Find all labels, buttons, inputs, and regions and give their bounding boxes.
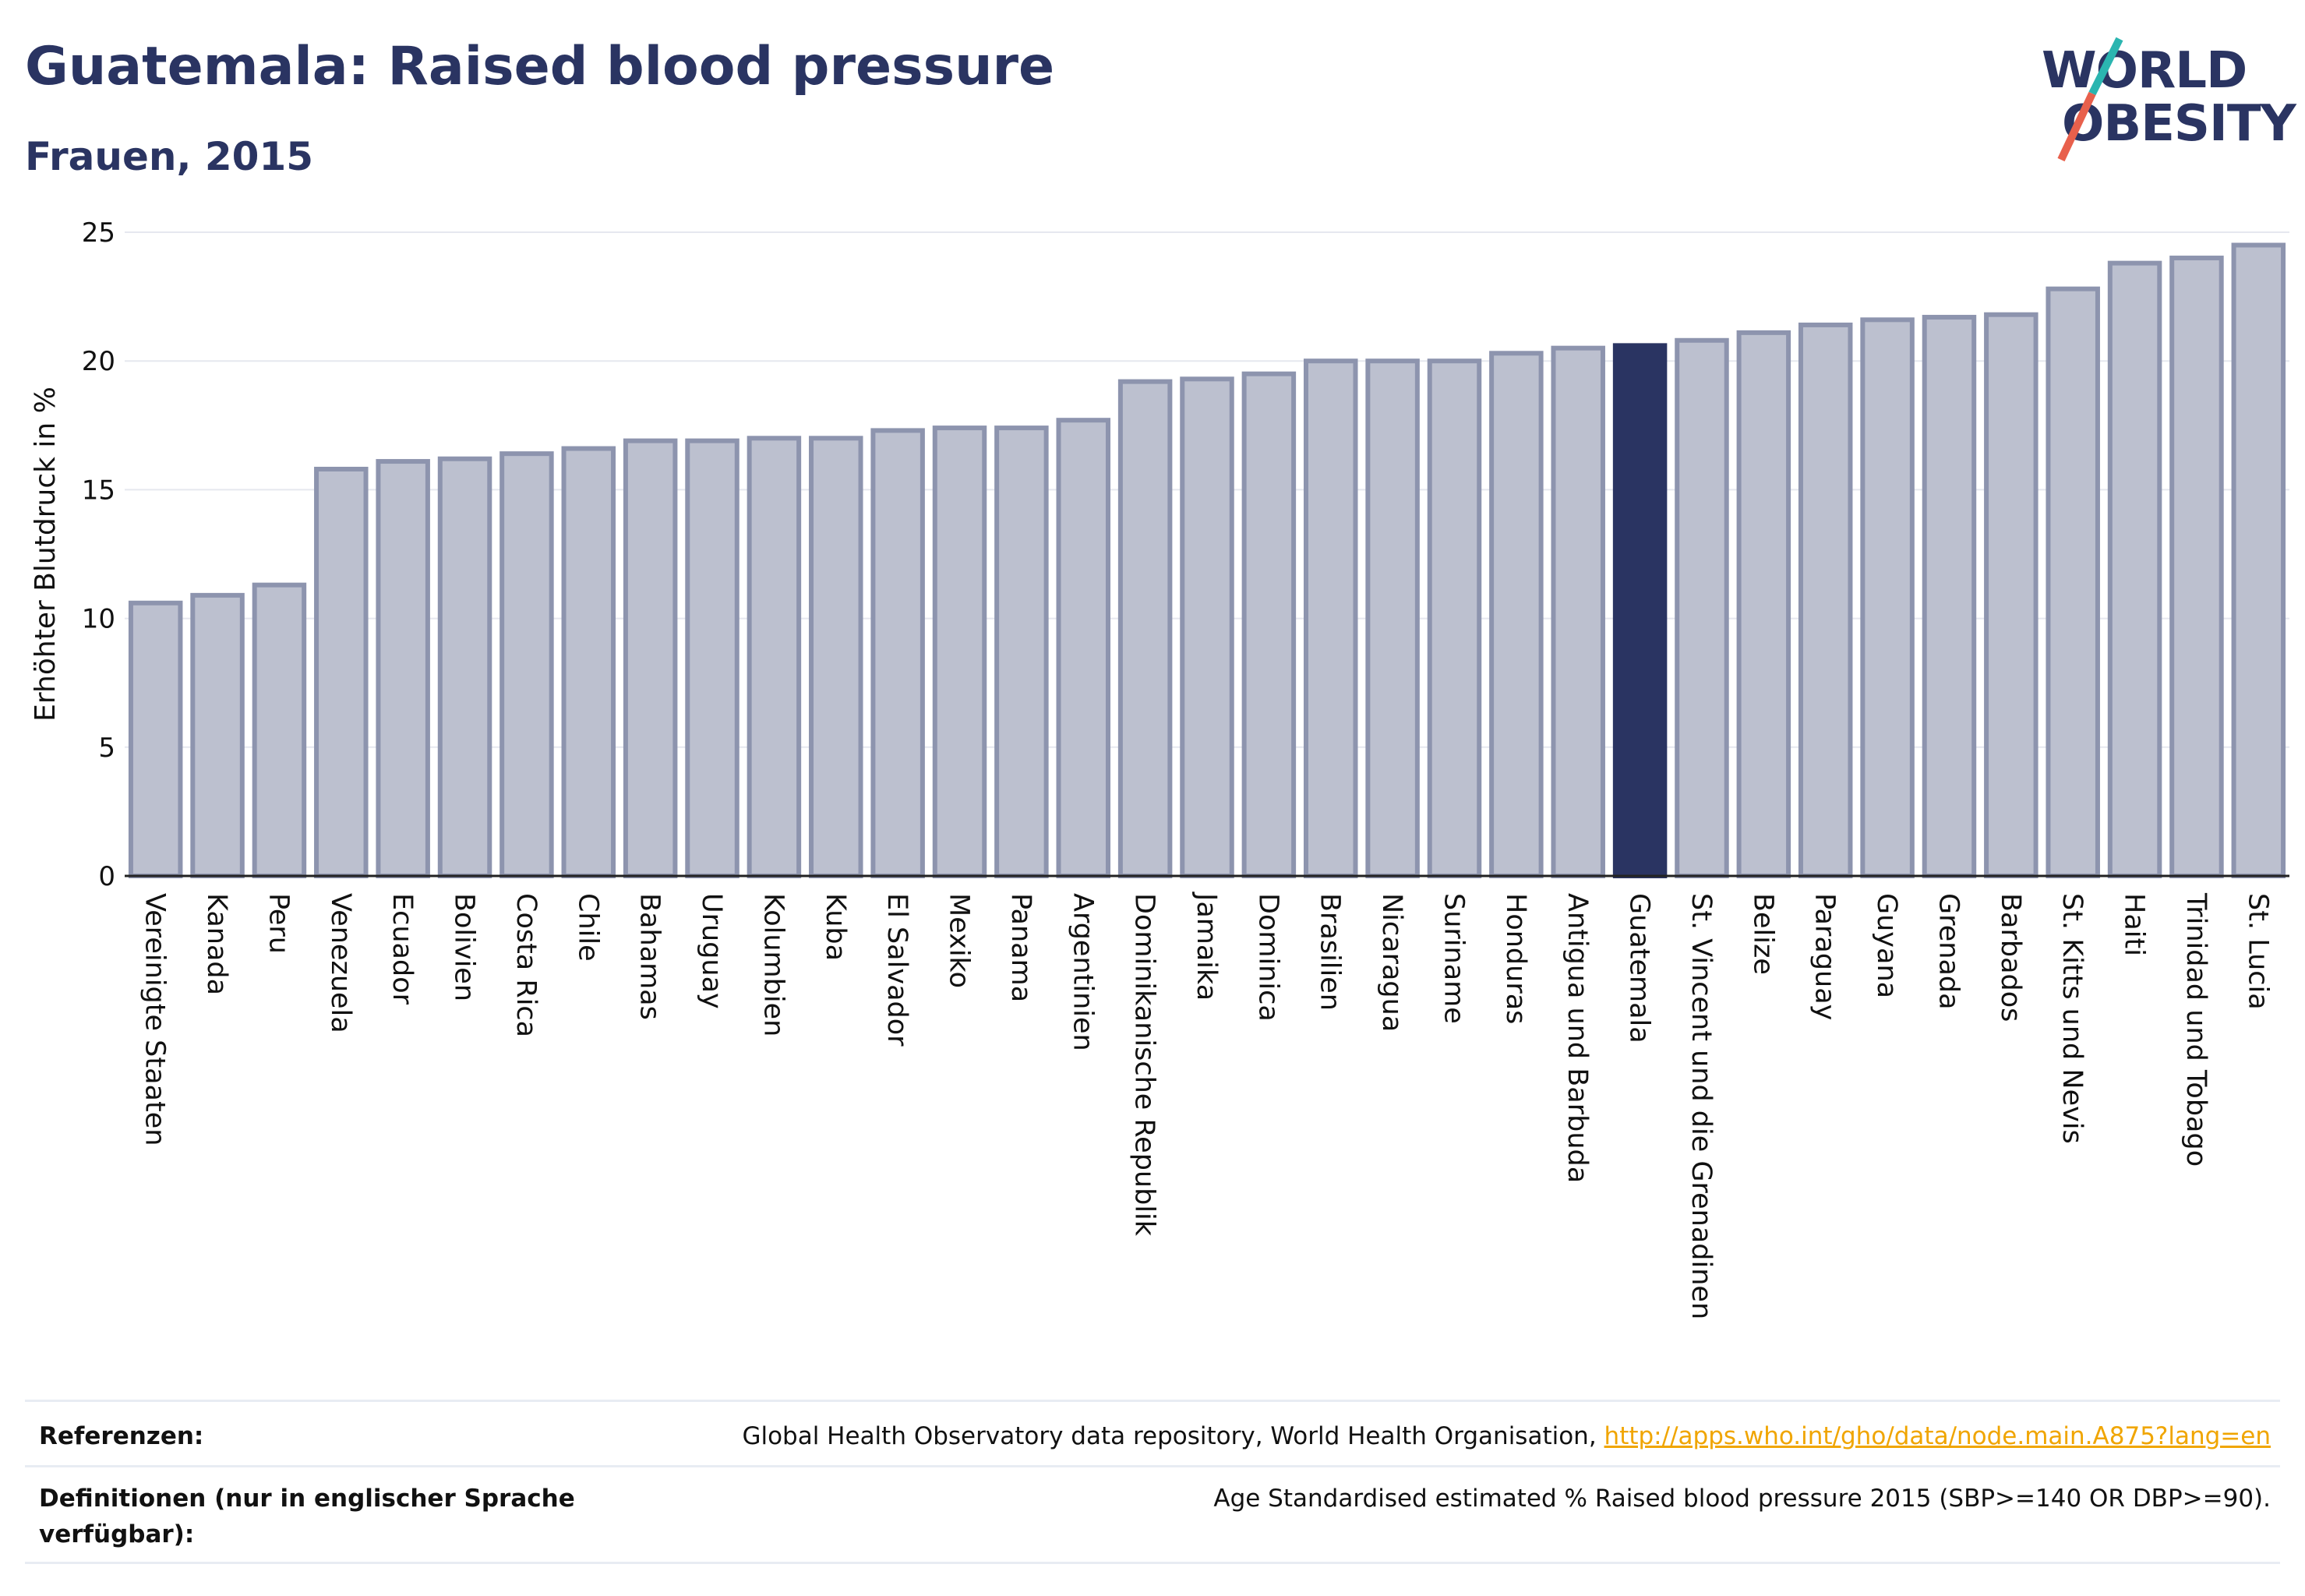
x-tick-label: Antigua und Barbuda	[1562, 893, 1593, 1183]
bar-bolivien[interactable]	[437, 456, 492, 878]
bar-panama[interactable]	[994, 425, 1049, 878]
bar-belize[interactable]	[1736, 330, 1791, 878]
logo-word-world: WORLD	[2042, 42, 2247, 100]
y-tick-label: 15	[82, 475, 115, 506]
bar-dominikanische-republik[interactable]	[1117, 379, 1173, 878]
x-tick-label: Kanada	[201, 893, 232, 995]
x-tick-label: Dominikanische Republik	[1129, 893, 1160, 1237]
bar-chile[interactable]	[561, 446, 616, 878]
definitions-value: Age Standardised estimated % Raised bloo…	[1213, 1485, 2271, 1513]
x-tick-label: Dominica	[1252, 893, 1283, 1022]
x-tick-label: Nicaragua	[1376, 893, 1407, 1032]
bar-haiti[interactable]	[2107, 260, 2162, 878]
references-value: Global Health Observatory data repositor…	[742, 1418, 2271, 1454]
bar-st-vincent-und-die-grenadinen[interactable]	[1675, 337, 1729, 878]
x-tick-label: Kuba	[820, 893, 851, 961]
footer-divider-middle	[25, 1465, 2280, 1467]
bar-uruguay[interactable]	[685, 438, 740, 878]
x-tick-label: St. Kitts und Nevis	[2056, 893, 2088, 1144]
chart-subtitle: Frauen, 2015	[25, 134, 314, 179]
bar-barbados[interactable]	[1984, 312, 2038, 878]
x-tick-label: Guatemala	[1624, 893, 1655, 1043]
x-tick-label: Belize	[1747, 893, 1778, 975]
logo-slash-teal	[2088, 37, 2123, 96]
bar-brasilien[interactable]	[1303, 358, 1358, 878]
x-tick-label: St. Lucia	[2242, 893, 2273, 1010]
x-tick-label: Trinidad und Tobago	[2180, 892, 2211, 1167]
x-tick-label: Chile	[572, 893, 603, 962]
world-obesity-logo: WORLD OBESITY	[2018, 31, 2299, 171]
x-tick-label: St. Vincent und die Grenadinen	[1686, 893, 1717, 1319]
x-tick-label: Guyana	[1871, 893, 1902, 998]
x-tick-label: Uruguay	[696, 893, 727, 1009]
references-link[interactable]: http://apps.who.int/gho/data/node.main.A…	[1604, 1422, 2271, 1450]
bar-antigua-und-barbuda[interactable]	[1551, 345, 1605, 878]
x-tick-label: Peru	[263, 893, 294, 954]
bar-mexiko[interactable]	[932, 425, 987, 878]
bar-trinidad-und-tobago[interactable]	[2169, 256, 2224, 879]
bar-grenada[interactable]	[1922, 315, 1977, 879]
x-tick-label: Brasilien	[1315, 893, 1346, 1011]
footer-divider-top	[25, 1400, 2280, 1402]
bar-nicaragua[interactable]	[1365, 358, 1420, 878]
bar-st-kitts-und-nevis[interactable]	[2046, 286, 2100, 878]
bar-suriname[interactable]	[1427, 358, 1482, 878]
bar-paraguay[interactable]	[1798, 322, 1853, 879]
x-tick-label: Haiti	[2119, 893, 2150, 956]
bar-peru[interactable]	[252, 582, 307, 878]
bar-bahamas[interactable]	[623, 438, 678, 878]
bar-kanada[interactable]	[190, 592, 245, 878]
x-tick-label: Panama	[1005, 893, 1036, 1002]
bar-guyana[interactable]	[1860, 317, 1915, 878]
chart-title: Guatemala: Raised blood pressure	[25, 36, 1055, 97]
bar-costa-rica[interactable]	[499, 451, 554, 878]
bar-kolumbien[interactable]	[747, 436, 802, 878]
x-tick-label: Argentinien	[1067, 893, 1098, 1051]
bar-guatemala[interactable]	[1612, 343, 1668, 879]
x-tick-label: Honduras	[1500, 893, 1531, 1024]
references-row: Referenzen: Global Health Observatory da…	[25, 1412, 2280, 1462]
bars-layer	[128, 242, 2286, 879]
logo-word-obesity: OBESITY	[2062, 95, 2296, 153]
x-tick-label: Bolivien	[449, 893, 480, 1001]
logo-slash-red	[2057, 91, 2096, 162]
bar-vereinigte-staaten[interactable]	[128, 600, 183, 878]
x-tick-label: Suriname	[1438, 893, 1469, 1024]
y-tick-label: 20	[82, 346, 115, 377]
y-tick-label: 10	[82, 604, 115, 635]
x-tick-label: Costa Rica	[510, 893, 542, 1037]
bar-el-salvador[interactable]	[870, 428, 925, 878]
x-tick-label: Venezuela	[325, 893, 356, 1033]
x-tick-label: Paraguay	[1809, 893, 1841, 1020]
references-text: Global Health Observatory data repositor…	[742, 1422, 1604, 1450]
definitions-label: Definitionen (nur in englischer Sprache …	[39, 1485, 575, 1548]
axis-layer: 0 5 10 15 20 25 Vereinigte Staaten Kanada Peru Ve…	[82, 217, 2289, 1319]
bar-kuba[interactable]	[809, 436, 863, 878]
bar-argentinien[interactable]	[1056, 418, 1111, 878]
bar-st-lucia[interactable]	[2231, 242, 2286, 878]
bar-jamaika[interactable]	[1180, 376, 1234, 878]
bar-chart: 0 5 10 15 20 25 Vereinigte Staaten Kanada Peru Ve…	[30, 217, 2289, 1319]
x-tick-label: Jamaika	[1191, 892, 1222, 1001]
y-tick-label: 25	[82, 217, 115, 249]
bar-ecuador[interactable]	[376, 459, 430, 878]
world-obesity-logo-graphic: WORLD OBESITY	[2042, 37, 2297, 162]
x-tick-label: Ecuador	[387, 893, 418, 1005]
x-tick-label: Bahamas	[634, 893, 665, 1020]
footer-divider-bottom	[25, 1562, 2280, 1564]
y-tick-label: 5	[98, 733, 115, 764]
y-tick-label: 0	[98, 861, 115, 892]
x-tick-label: Vereinigte Staaten	[139, 893, 171, 1146]
x-tick-label: Mexiko	[944, 893, 975, 988]
bar-venezuela[interactable]	[314, 466, 369, 878]
definitions-row: Definitionen (nur in englischer Sprache …	[25, 1474, 2280, 1560]
x-tick-label: Barbados	[1995, 893, 2026, 1022]
bar-honduras[interactable]	[1489, 351, 1544, 878]
bar-dominica[interactable]	[1241, 371, 1297, 879]
y-axis-label: Erhöhter Blutdruck in %	[30, 387, 62, 722]
x-tick-label: Grenada	[1933, 893, 1964, 1010]
references-label: Referenzen:	[39, 1422, 204, 1450]
x-tick-label: El Salvador	[881, 893, 912, 1047]
x-tick-label: Kolumbien	[757, 893, 789, 1036]
